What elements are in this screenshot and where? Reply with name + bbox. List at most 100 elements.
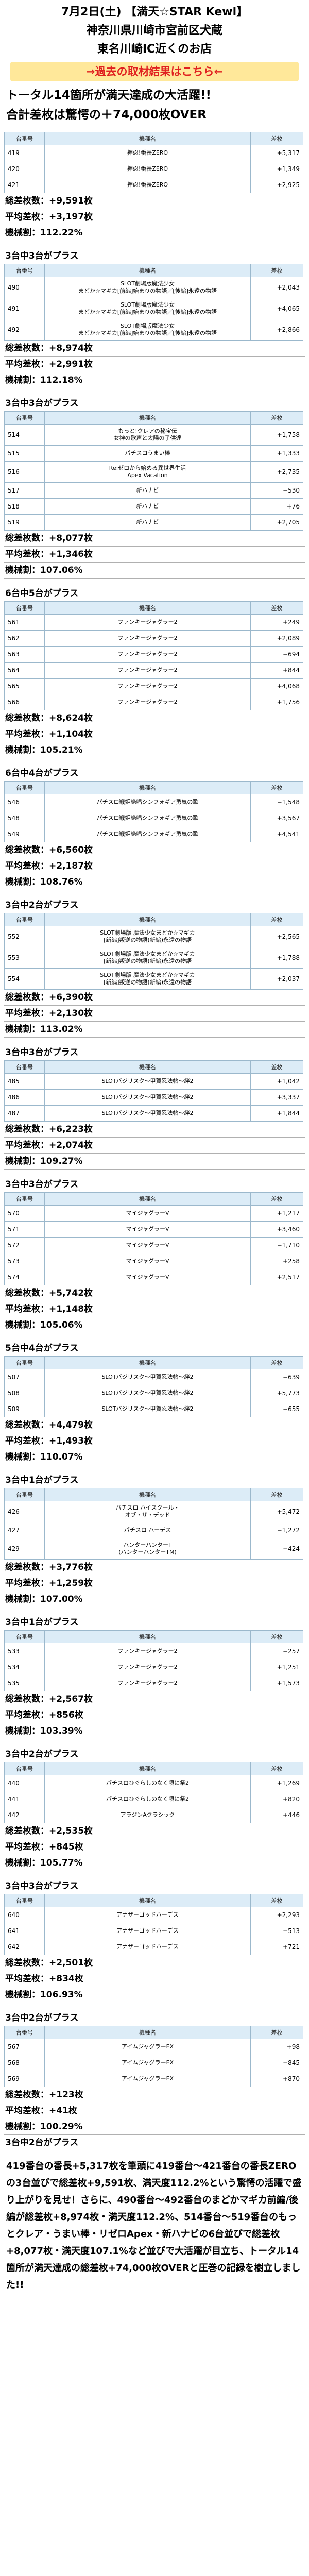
column-header-diff: 差枚 — [250, 411, 303, 425]
machine-table: 台番号 機種名 差枚 533 ファンキージャグラー2 −257 534 ファンキージャグラー2… — [4, 1630, 303, 1691]
table-row: 568 アイムジャグラーEX −845 — [4, 2055, 303, 2071]
past-results-link[interactable]: →過去の取材結果はこちら← — [10, 62, 299, 81]
total-coins-label: 総差枚数： — [5, 533, 49, 544]
coin-difference: −1,710 — [250, 1237, 303, 1253]
result-section: 3台中2台がプラス 台番号 機種名 差枚 440 パチスロひぐらしのなく頃に祭2 +1,26… — [4, 1747, 305, 1871]
payout-rate: 機械割：112.18% — [4, 372, 305, 388]
machine-number: 516 — [4, 461, 45, 483]
machine-number: 486 — [4, 1089, 45, 1106]
machine-name: パチスロ戦姫絶唱シンフォギア勇気の歌 — [44, 826, 251, 842]
table-row: 573 マイジャグラーV +258 — [4, 1253, 303, 1269]
machine-name: パチスロ ハーデス — [44, 1522, 251, 1538]
coin-difference: −694 — [250, 646, 303, 663]
machine-name: SLOTバジリスク〜甲賀忍法帖〜絆2 — [44, 1105, 251, 1122]
average-coins-label: 平均差枚： — [5, 1842, 49, 1852]
table-row: 533 ファンキージャグラー2 −257 — [4, 1643, 303, 1659]
coin-difference: +2,293 — [250, 1907, 303, 1923]
table-row: 554 SLOT劇場版 魔法少女まどか☆マギカ [新編]叛逆の物語(新編)永遠の物… — [4, 968, 303, 990]
column-header-diff: 差枚 — [250, 781, 303, 794]
average-coins: 平均差枚：+1,346枚 — [4, 547, 305, 563]
table-row: 508 SLOTバジリスク〜甲賀忍法帖〜絆2 +5,773 — [4, 1385, 303, 1401]
machine-table: 台番号 機種名 差枚 552 SLOT劇場版 魔法少女まどか☆マギカ [新編]叛逆の物語… — [4, 913, 303, 990]
column-header-no: 台番号 — [4, 1762, 45, 1775]
machine-name: SLOT劇場版魔法少女 まどか☆マギカ[前編]始まりの物語／[後編]永遠の物語 — [44, 277, 251, 298]
total-coins-label: 総差枚数： — [5, 1562, 49, 1572]
machine-name: ファンキージャグラー2 — [44, 1675, 251, 1691]
result-section: 3台中3台がプラス 台番号 機種名 差枚 485 SLOTバジリスク〜甲賀忍法帖〜絆2 +1… — [4, 1045, 305, 1170]
machine-number: 642 — [4, 1939, 45, 1955]
column-header-no: 台番号 — [4, 601, 45, 615]
table-row: 566 ファンキージャグラー2 +1,756 — [4, 694, 303, 710]
coin-difference: +5,773 — [250, 1385, 303, 1401]
total-coins-value: +8,624枚 — [49, 713, 93, 723]
coin-difference: +76 — [250, 498, 303, 515]
payout-rate-value: 113.02% — [40, 1024, 83, 1035]
column-header-no: 台番号 — [4, 132, 45, 145]
machine-table: 台番号 機種名 差枚 640 アナザーゴッドハーデス +2,293 641 アナザーゴッドハー… — [4, 1894, 303, 1955]
column-header-no: 台番号 — [4, 411, 45, 425]
coin-difference: +4,065 — [250, 298, 303, 319]
store-location: 東名川崎IC近くのお店 — [97, 43, 212, 56]
payout-rate-value: 105.77% — [40, 1858, 83, 1868]
machine-name: SLOTバジリスク〜甲賀忍法帖〜絆2 — [44, 1089, 251, 1106]
machine-name: ファンキージャグラー2 — [44, 694, 251, 710]
machine-number: 485 — [4, 1073, 45, 1090]
table-row: 491 SLOT劇場版魔法少女 まどか☆マギカ[前編]始まりの物語／[後編]永遠の… — [4, 298, 303, 319]
average-coins-label: 平均差枚： — [5, 1304, 49, 1314]
column-header-no: 台番号 — [4, 1192, 45, 1206]
coin-difference: +1,844 — [250, 1105, 303, 1122]
column-header-name: 機種名 — [44, 601, 251, 615]
payout-rate-value: 112.18% — [40, 375, 83, 385]
table-row: 572 マイジャグラーV −1,710 — [4, 1237, 303, 1253]
table-row: 519 新ハナビ +2,705 — [4, 514, 303, 531]
machine-name: 新ハナビ — [44, 498, 251, 515]
payout-rate-value: 100.29% — [40, 2122, 83, 2132]
machine-table: 台番号 機種名 差枚 485 SLOTバジリスク〜甲賀忍法帖〜絆2 +1,042 486 SL… — [4, 1060, 303, 1122]
average-coins-label: 平均差枚： — [5, 1578, 49, 1588]
machine-number: 573 — [4, 1253, 45, 1269]
average-coins: 平均差枚：+2,074枚 — [4, 1138, 305, 1154]
payout-rate: 機械割：100.29% — [4, 2119, 305, 2135]
table-row: 427 パチスロ ハーデス −1,272 — [4, 1522, 303, 1538]
column-header-name: 機種名 — [44, 1630, 251, 1643]
table-header-row: 台番号 機種名 差枚 — [4, 1356, 303, 1369]
store-address: 神奈川県川崎市宮前区犬蔵 — [86, 24, 222, 37]
average-coins-value: +1,493枚 — [49, 1436, 93, 1446]
column-header-no: 台番号 — [4, 1488, 45, 1501]
total-coins-label: 総差枚数： — [5, 2090, 49, 2100]
column-header-name: 機種名 — [44, 781, 251, 794]
payout-rate-label: 機械割： — [5, 1990, 40, 2000]
section-heading: 3台中3台がプラス — [5, 398, 79, 409]
coin-difference: +1,042 — [250, 1073, 303, 1090]
payout-rate-label: 機械割： — [5, 375, 40, 385]
average-coins-value: +2,991枚 — [49, 359, 93, 369]
machine-name: もっと!クレアの秘宝伝 女神の歌声と太陽の子供達 — [44, 424, 251, 446]
machine-number: 554 — [4, 968, 45, 990]
machine-number: 569 — [4, 2071, 45, 2087]
table-row: 518 新ハナビ +76 — [4, 498, 303, 515]
machine-name: 押忍!番長ZERO — [44, 177, 251, 193]
machine-number: 565 — [4, 678, 45, 694]
table-header-row: 台番号 機種名 差枚 — [4, 913, 303, 926]
coin-difference: +870 — [250, 2071, 303, 2087]
column-header-diff: 差枚 — [250, 2026, 303, 2039]
table-row: 563 ファンキージャグラー2 −694 — [4, 646, 303, 663]
payout-rate: 機械割：110.07% — [4, 1449, 305, 1465]
total-coins: 総差枚数：+3,776枚 — [4, 1560, 305, 1575]
average-coins-value: +41枚 — [49, 2106, 77, 2116]
table-header-row: 台番号 機種名 差枚 — [4, 2026, 303, 2039]
column-header-diff: 差枚 — [250, 1630, 303, 1643]
machine-name: ファンキージャグラー2 — [44, 614, 251, 631]
column-header-name: 機種名 — [44, 1356, 251, 1369]
coin-difference: −1,272 — [250, 1522, 303, 1538]
total-coins-label: 総差枚数： — [5, 1958, 49, 1968]
column-header-name: 機種名 — [44, 264, 251, 277]
total-coins: 総差枚数：+6,560枚 — [4, 842, 305, 858]
total-coins-label: 総差枚数： — [5, 1288, 49, 1298]
machine-number: 568 — [4, 2055, 45, 2071]
column-header-name: 機種名 — [44, 1894, 251, 1907]
table-row: 517 新ハナビ −530 — [4, 482, 303, 499]
average-coins-label: 平均差枚： — [5, 1436, 49, 1446]
machine-number: 548 — [4, 810, 45, 826]
average-coins-label: 平均差枚： — [5, 359, 49, 369]
